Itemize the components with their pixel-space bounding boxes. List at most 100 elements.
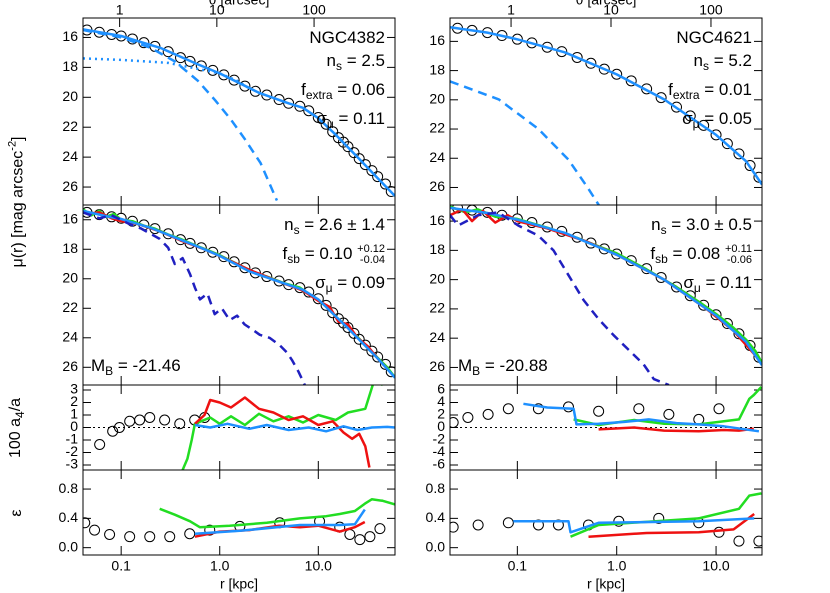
data-point [482,408,494,420]
data-line [83,209,395,379]
data-point [653,512,665,524]
label-part: sb [655,252,668,266]
y-tick-label: 0.8 [426,480,446,496]
label-part: M [458,356,473,375]
data-point [342,141,354,153]
y-axis-label: μ(r) [mag arcsec-2] [7,136,28,267]
x2-tick-label: 100 [699,2,723,18]
label-part: σ [315,273,326,292]
data-point [655,271,667,283]
data-point [366,345,378,357]
data-point [721,318,733,330]
label-part: f [282,244,288,263]
label-part: = 0.05 [699,109,752,128]
data-point [134,414,146,426]
data-point [138,37,150,49]
data-point [184,528,196,540]
data-point [359,339,371,351]
y-tick-label: 20 [62,269,78,285]
data-line [598,426,754,433]
x2-tick-label: 1 [116,2,124,18]
y-tick-label: 18 [62,58,78,74]
annotation-line: fextra = 0.01 [668,78,752,107]
error-stack: +0.12 -0.04 [357,242,385,266]
y-axis-label: 100 a4/a [7,397,27,457]
data-point [450,521,459,533]
data-point [633,403,645,415]
y-tick-label: 18 [429,241,445,257]
data-point [585,57,597,69]
data-point [320,118,332,130]
y-tick-label: 20 [62,88,78,104]
y-tick-label: 2 [70,393,78,409]
y-tick-label: 16 [62,28,78,44]
label-part: = 0.10 [299,244,358,263]
data-point [721,138,733,150]
label-part: B [105,364,114,378]
label-part: B [472,364,481,378]
y-tick-label: 0.8 [59,480,79,496]
data-line [83,28,395,197]
data-line [450,80,600,205]
data-line [159,498,395,529]
panel: 16 18 20 22 24 26 [429,204,763,386]
y-tick-label: 3 [70,381,78,397]
data-point [312,111,324,123]
label-part: /a [7,397,24,411]
y-tick-label: 2 [437,406,445,422]
data-point [124,415,136,427]
data-point [94,439,106,450]
label-part: = 0.01 [699,80,752,99]
data-point [164,531,176,543]
data-point [562,401,574,413]
x-axis-label: r [kpc] [587,576,625,592]
upper-error: +0.12 [357,242,385,255]
data-line [450,211,670,385]
annotation-line: ns = 2.6 ± 1.4 [283,213,385,242]
label-part: -2 [6,140,19,151]
x-tick-label: 1.0 [607,558,627,574]
x-axis-label: r [kpc] [220,576,258,592]
y-tick-label: -1 [66,431,79,447]
data-point [571,51,583,63]
y-tick-label: 20 [429,270,445,286]
label-part: extra [305,88,333,102]
panel: 0.0 0.4 0.8 0.1 1.0 10.0 r [kpc] [426,469,763,592]
data-point [372,351,384,363]
label-part: = 0.11 [333,109,385,128]
y-tick-label: 0.0 [426,538,446,554]
y-tick-label: -6 [433,456,446,472]
annotation: MB = -20.88 [458,354,548,383]
label-part: μ [692,117,700,131]
y-tick-label: 24 [429,149,445,165]
label-part: NGC4621 [676,28,752,47]
y-tick-label: -3 [66,456,79,472]
plot-area [83,206,395,385]
label-part: f [301,80,306,99]
data-line [523,402,760,433]
plot-area [450,386,762,433]
annotation-line: σμ = 0.05 [668,107,752,136]
data-point [462,412,474,423]
data-point [556,46,568,58]
data-point [502,517,514,529]
data-point [303,105,315,117]
plot-area [83,24,395,201]
data-point [107,425,119,437]
data-point [359,159,371,171]
data-point [598,63,610,75]
data-point [532,519,544,531]
data-point [472,519,484,531]
x2-tick-label: 100 [302,2,326,18]
x-tick-label: 10.0 [305,558,332,574]
annotation-line: fsb = 0.08 +0.11 -0.06 [650,242,752,271]
data-point [195,242,207,254]
data-line [513,517,755,534]
data-point [593,405,605,417]
x2-axis-label: θ [arcsec] [209,0,270,8]
label-part: = 2.5 [341,51,385,70]
data-point [273,94,285,106]
data-point [184,55,196,67]
